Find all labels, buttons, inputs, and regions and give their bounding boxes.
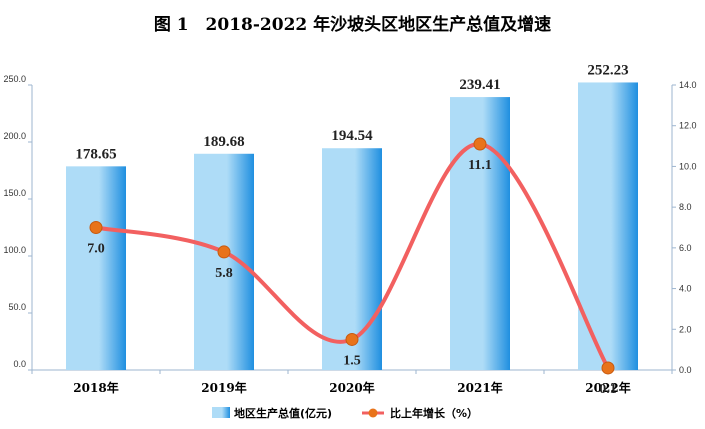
y-right-tick-label: 10.0: [679, 161, 697, 171]
y-right-tick-label: 12.0: [679, 121, 697, 131]
legend-bar-swatch: [212, 407, 230, 418]
y-right-tick-label: 4.0: [679, 284, 692, 294]
growth-value-label: 5.8: [215, 266, 233, 281]
data-labels: 178.65 189.68 194.54 239.41 252.23 7.0 5.8 1.5 1…: [75, 62, 628, 397]
legend-line-marker: [368, 408, 378, 418]
legend-bar-label: 地区生产总值(亿元): [234, 406, 332, 420]
y-right-tick-label: 8.0: [679, 202, 692, 212]
growth-line-path: [94, 142, 610, 370]
bar: [194, 153, 254, 370]
legend: 地区生产总值(亿元) 比上年增长（%）: [212, 406, 478, 420]
x-tick-label: 2018年: [73, 380, 118, 395]
x-tick-label: 2022年: [585, 380, 630, 395]
bar-value-label: 252.23: [587, 62, 628, 78]
y-left-tick-label: 50.0: [8, 302, 26, 312]
bars: [66, 82, 638, 371]
growth-point: [473, 137, 487, 151]
chart-title: 图 1 2018-2022 年沙坡头区地区生产总值及增速: [153, 15, 552, 35]
y-left-tick-label: 0.0: [13, 359, 26, 369]
y-left-tick-label: 200.0: [3, 131, 26, 141]
growth-value-label: 1.5: [343, 353, 361, 368]
bar: [66, 166, 126, 370]
x-tick-label: 2021年: [457, 380, 502, 395]
growth-point: [217, 245, 231, 259]
legend-line-label: 比上年增长（%）: [390, 406, 478, 420]
x-tick-label: 2019年: [201, 380, 246, 395]
growth-value-label: 7.0: [87, 242, 105, 257]
y-right-tick-label: 14.0: [679, 80, 697, 90]
growth-line: [89, 137, 615, 375]
bar-value-label: 194.54: [331, 128, 373, 144]
y-left-tick-label: 150.0: [3, 188, 26, 198]
y-left-tick-label: 250.0: [3, 74, 26, 84]
y-left-tick-label: 100.0: [3, 245, 26, 255]
y-right-tick-label: 2.0: [679, 324, 692, 334]
x-tick-label: 2020年: [329, 380, 374, 395]
growth-point: [89, 221, 103, 234]
growth-point: [345, 332, 359, 346]
growth-value-label: 0.1: [599, 382, 617, 397]
bar-value-label: 239.41: [459, 77, 500, 93]
axes: 0.0 50.0 100.0 150.0 200.0 250.0 0.0 2.0 4.0 6.0 8…: [3, 74, 696, 395]
growth-point: [601, 361, 615, 375]
growth-value-label: 11.1: [468, 158, 492, 173]
y-right-tick-label: 0.0: [679, 365, 692, 375]
y-right-tick-label: 6.0: [679, 243, 692, 253]
bar-value-label: 178.65: [75, 146, 116, 162]
bar-value-label: 189.68: [203, 134, 244, 150]
